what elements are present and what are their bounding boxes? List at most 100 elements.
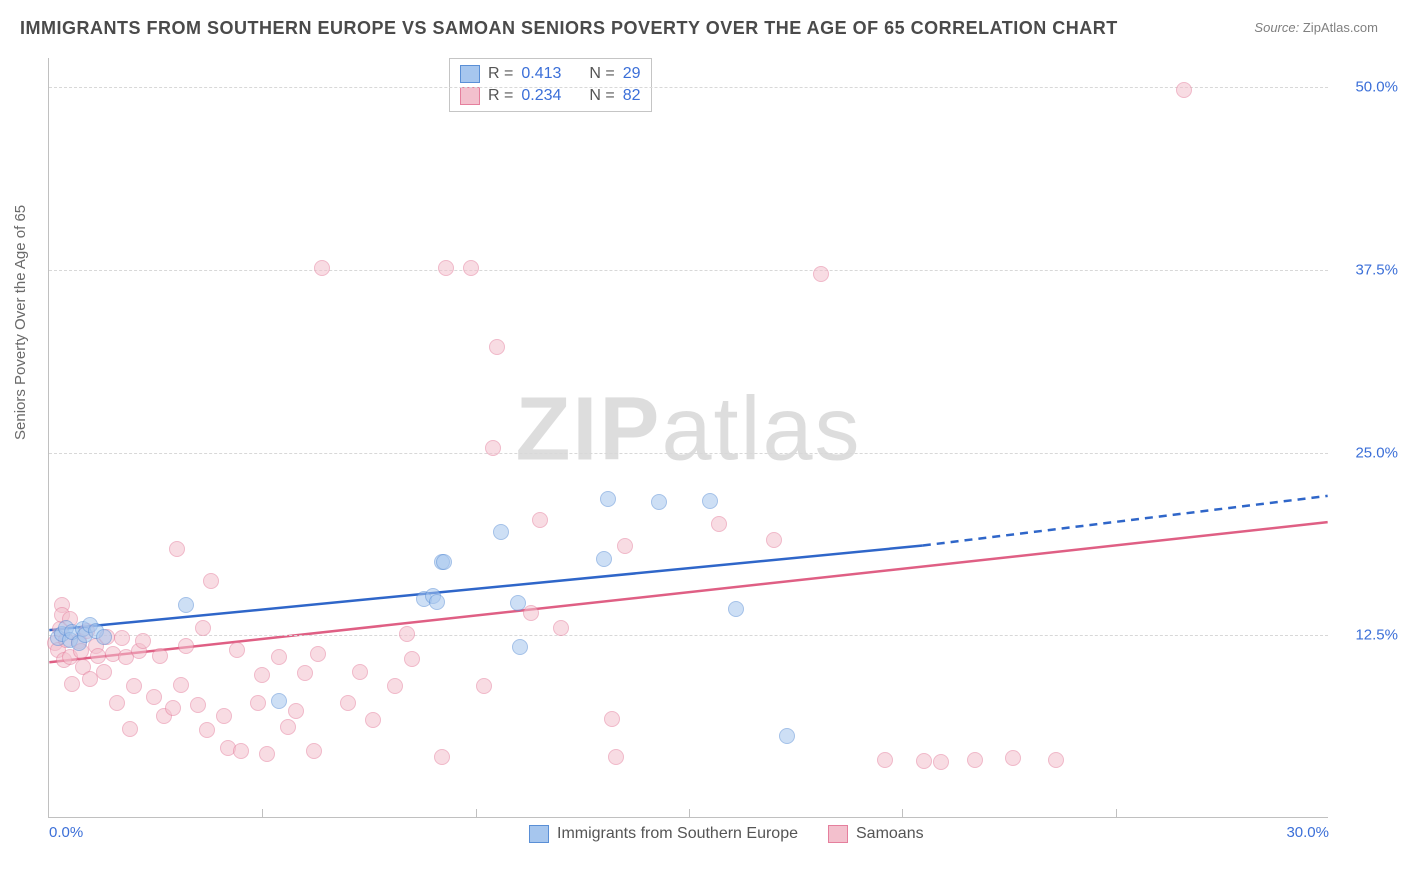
scatter-point xyxy=(96,664,112,680)
scatter-point xyxy=(64,676,80,692)
scatter-point xyxy=(436,554,452,570)
scatter-point xyxy=(340,695,356,711)
watermark-text: ZIPatlas xyxy=(515,378,861,481)
y-tick-label: 12.5% xyxy=(1355,627,1398,644)
scatter-point xyxy=(779,728,795,744)
scatter-point xyxy=(553,620,569,636)
stats-row-series2: R = 0.234 N = 82 xyxy=(460,85,641,107)
scatter-point xyxy=(434,749,450,765)
legend-label-series1: Immigrants from Southern Europe xyxy=(557,825,798,843)
gridline-h xyxy=(49,453,1328,454)
scatter-point xyxy=(297,665,313,681)
scatter-point xyxy=(1176,82,1192,98)
scatter-point xyxy=(702,493,718,509)
scatter-point xyxy=(90,648,106,664)
n-value-series2: 82 xyxy=(623,87,641,105)
source-attribution: Source: ZipAtlas.com xyxy=(1254,20,1378,35)
x-tick-mark xyxy=(476,809,477,817)
r-value-series2: 0.234 xyxy=(521,87,561,105)
scatter-point xyxy=(178,597,194,613)
n-label: N = xyxy=(589,87,614,105)
gridline-h xyxy=(49,270,1328,271)
x-tick-mark xyxy=(1116,809,1117,817)
scatter-point xyxy=(510,595,526,611)
scatter-point xyxy=(314,260,330,276)
x-tick-label: 30.0% xyxy=(1286,824,1329,841)
scatter-point xyxy=(203,573,219,589)
scatter-point xyxy=(512,639,528,655)
x-tick-mark xyxy=(689,809,690,817)
regression-line xyxy=(49,546,923,631)
gridline-h xyxy=(49,87,1328,88)
scatter-point xyxy=(933,754,949,770)
swatch-series1 xyxy=(460,65,480,83)
scatter-point xyxy=(596,551,612,567)
correlation-stats-box: R = 0.413 N = 29 R = 0.234 N = 82 xyxy=(449,58,652,112)
swatch-series2 xyxy=(460,87,480,105)
scatter-point xyxy=(82,671,98,687)
r-label: R = xyxy=(488,87,513,105)
chart-title: IMMIGRANTS FROM SOUTHERN EUROPE VS SAMOA… xyxy=(20,18,1118,39)
scatter-point xyxy=(967,752,983,768)
scatter-point xyxy=(126,678,142,694)
scatter-point xyxy=(146,689,162,705)
scatter-point xyxy=(195,620,211,636)
scatter-point xyxy=(250,695,266,711)
scatter-point xyxy=(259,746,275,762)
scatter-point xyxy=(532,512,548,528)
legend-swatch-series2 xyxy=(828,825,848,843)
scatter-point xyxy=(404,651,420,667)
n-value-series1: 29 xyxy=(623,65,641,83)
y-axis-label: Seniors Poverty Over the Age of 65 xyxy=(12,205,29,440)
scatter-point xyxy=(916,753,932,769)
legend-label-series2: Samoans xyxy=(856,825,924,843)
x-tick-label: 0.0% xyxy=(49,824,83,841)
r-label: R = xyxy=(488,65,513,83)
scatter-point xyxy=(271,693,287,709)
scatter-point xyxy=(288,703,304,719)
legend-swatch-series1 xyxy=(529,825,549,843)
legend-item-series1: Immigrants from Southern Europe xyxy=(529,825,798,843)
y-tick-label: 25.0% xyxy=(1355,444,1398,461)
scatter-point xyxy=(523,605,539,621)
scatter-point xyxy=(429,594,445,610)
scatter-point xyxy=(651,494,667,510)
scatter-point xyxy=(233,743,249,759)
scatter-point xyxy=(493,524,509,540)
scatter-point xyxy=(114,630,130,646)
scatter-point xyxy=(152,648,168,664)
scatter-point xyxy=(877,752,893,768)
scatter-point xyxy=(178,638,194,654)
scatter-point xyxy=(438,260,454,276)
scatter-point xyxy=(476,678,492,694)
regression-lines-svg xyxy=(49,58,1328,817)
scatter-point xyxy=(1048,752,1064,768)
scatter-point xyxy=(711,516,727,532)
scatter-point xyxy=(387,678,403,694)
scatter-point xyxy=(766,532,782,548)
legend-item-series2: Samoans xyxy=(828,825,924,843)
scatter-point xyxy=(280,719,296,735)
regression-line xyxy=(49,522,1327,662)
scatter-point xyxy=(165,700,181,716)
r-value-series1: 0.413 xyxy=(521,65,561,83)
scatter-point xyxy=(216,708,232,724)
scatter-point xyxy=(96,629,112,645)
scatter-point xyxy=(813,266,829,282)
gridline-h xyxy=(49,635,1328,636)
scatter-point xyxy=(310,646,326,662)
stats-row-series1: R = 0.413 N = 29 xyxy=(460,63,641,85)
scatter-point xyxy=(122,721,138,737)
scatter-point xyxy=(600,491,616,507)
scatter-point xyxy=(254,667,270,683)
scatter-point xyxy=(109,695,125,711)
scatter-point xyxy=(190,697,206,713)
scatter-point xyxy=(365,712,381,728)
source-value: ZipAtlas.com xyxy=(1303,20,1378,35)
regression-line-extrapolated xyxy=(923,496,1328,546)
scatter-point xyxy=(608,749,624,765)
scatter-point xyxy=(271,649,287,665)
scatter-point xyxy=(199,722,215,738)
source-label: Source: xyxy=(1254,20,1299,35)
scatter-point xyxy=(135,633,151,649)
